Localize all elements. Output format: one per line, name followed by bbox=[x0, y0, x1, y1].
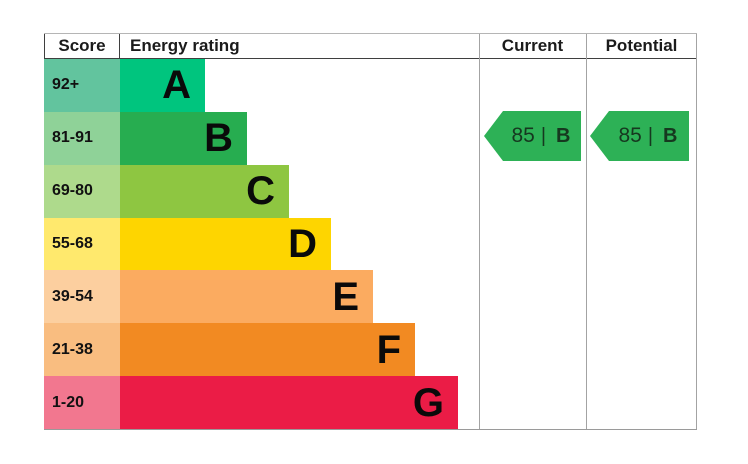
score-range-a: 92+ bbox=[44, 59, 120, 112]
band-bar-b: B bbox=[120, 111, 247, 165]
band-letter-e: E bbox=[332, 274, 359, 319]
score-range-c: 69-80 bbox=[44, 164, 120, 218]
current-separator: | bbox=[540, 124, 547, 147]
potential-separator: | bbox=[647, 124, 654, 147]
header-energy-rating: Energy rating bbox=[130, 36, 240, 55]
potential-rating-arrow: 85 | B bbox=[590, 111, 689, 161]
header-potential: Potential bbox=[605, 36, 678, 55]
potential-score-value: 85 bbox=[618, 124, 642, 147]
score-range-f: 21-38 bbox=[44, 323, 120, 377]
current-score-value: 85 bbox=[511, 124, 535, 147]
band-letter-d: D bbox=[288, 222, 317, 266]
band-bar-e: E bbox=[120, 270, 373, 324]
table-right-border bbox=[696, 34, 697, 429]
band-row-g: 1-20 G bbox=[44, 376, 697, 430]
band-letter-a: A bbox=[162, 63, 191, 108]
band-row-b: 81-91 B bbox=[44, 111, 697, 165]
band-letter-f: F bbox=[376, 327, 401, 372]
band-letter-b: B bbox=[204, 116, 233, 161]
divider-current-potential bbox=[586, 34, 587, 429]
score-range-e: 39-54 bbox=[44, 270, 120, 324]
current-rating-arrow: 85 | B bbox=[484, 111, 581, 161]
header-score: Score bbox=[44, 34, 120, 58]
band-row-c: 69-80 C bbox=[44, 164, 697, 218]
band-letter-g: G bbox=[412, 380, 444, 425]
divider-energy-current bbox=[479, 34, 480, 429]
score-range-d: 55-68 bbox=[44, 217, 120, 271]
score-range-b: 81-91 bbox=[44, 111, 120, 165]
band-bar-a: A bbox=[120, 59, 205, 112]
band-rows: 92+ A 81-91 B 69-80 C 55-68 D 39-54 E 21-38 F 1-20 G bbox=[44, 59, 697, 430]
band-bar-f: F bbox=[120, 323, 415, 377]
band-bar-d: D bbox=[120, 217, 331, 271]
current-rating-letter: B bbox=[556, 124, 571, 147]
rating-table: Score Energy rating Current Potential 92… bbox=[44, 33, 697, 430]
score-range-g: 1-20 bbox=[44, 376, 120, 430]
header-current: Current bbox=[501, 36, 564, 55]
band-row-a: 92+ A bbox=[44, 59, 697, 112]
band-row-f: 21-38 F bbox=[44, 323, 697, 377]
band-row-d: 55-68 D bbox=[44, 217, 697, 271]
band-bar-g: G bbox=[120, 376, 458, 430]
table-header: Score Energy rating Current Potential bbox=[44, 34, 697, 59]
band-row-e: 39-54 E bbox=[44, 270, 697, 324]
band-bar-c: C bbox=[120, 164, 289, 218]
potential-rating-letter: B bbox=[663, 124, 678, 147]
band-letter-c: C bbox=[246, 169, 275, 214]
